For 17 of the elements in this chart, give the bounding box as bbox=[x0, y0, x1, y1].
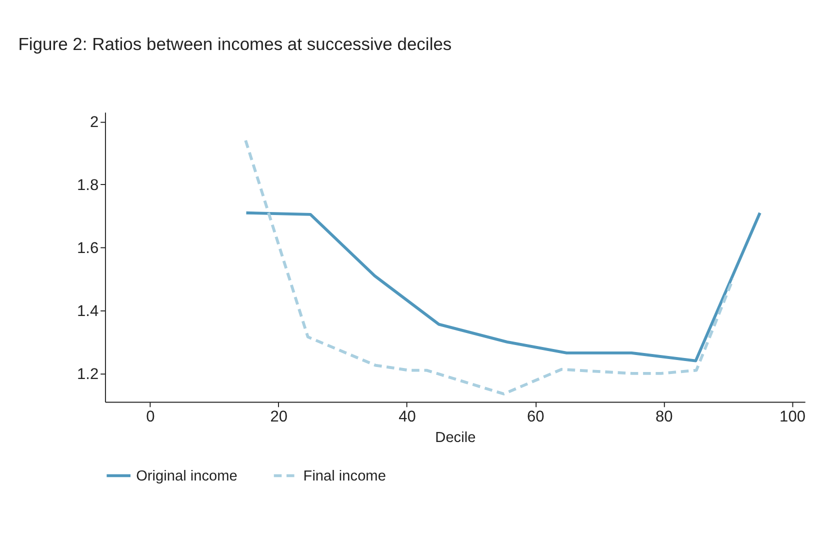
x-tick-label: 40 bbox=[398, 408, 416, 426]
x-tick-label: 100 bbox=[780, 408, 806, 426]
y-tick-label: 1.8 bbox=[77, 176, 99, 194]
x-tick-label: 0 bbox=[146, 408, 156, 426]
x-axis-title: Decile bbox=[435, 430, 476, 446]
x-tick-label: 60 bbox=[527, 408, 545, 426]
x-tick-label: 80 bbox=[655, 408, 674, 426]
chart-title: Figure 2: Ratios between incomes at successive deciles bbox=[18, 34, 452, 54]
legend-label: Original income bbox=[136, 468, 238, 485]
y-tick-label: 2 bbox=[90, 114, 99, 131]
x-tick-label: 20 bbox=[270, 408, 288, 426]
y-tick-label: 1.6 bbox=[77, 240, 99, 257]
line-series bbox=[244, 211, 762, 362]
y-tick-label: 1.4 bbox=[77, 302, 100, 320]
line-series bbox=[244, 138, 734, 396]
y-tick-label: 1.2 bbox=[77, 366, 99, 383]
legend-label: Final income bbox=[303, 468, 386, 485]
